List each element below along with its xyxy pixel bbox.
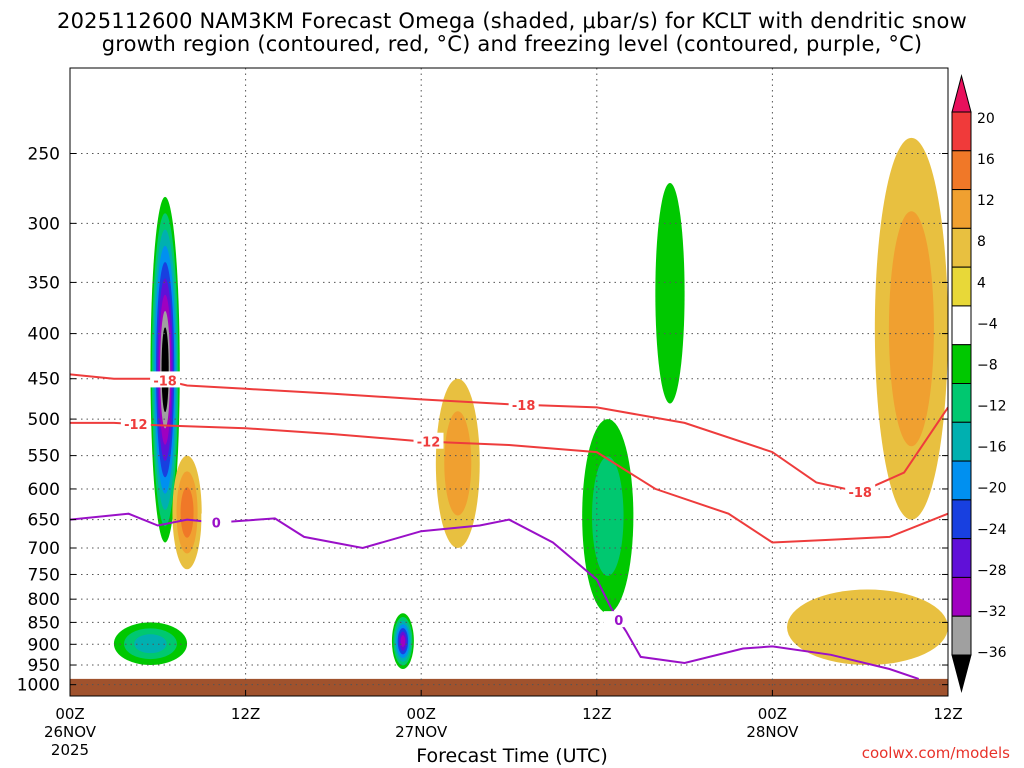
y-tick-label: 400 xyxy=(28,325,60,345)
x-tick-label: 27NOV xyxy=(395,723,448,741)
colorbar-label: −8 xyxy=(977,357,998,373)
y-tick-label: 650 xyxy=(28,511,60,531)
omega-shade xyxy=(400,635,406,648)
omega-shade xyxy=(655,182,685,404)
contour-label-bg xyxy=(413,432,444,449)
x-tick-label: 00Z xyxy=(758,705,787,723)
site-credit: coolwx.com/models xyxy=(861,744,1010,762)
colorbar-label: −24 xyxy=(977,522,1007,538)
colorbar-box xyxy=(951,344,972,385)
y-tick-label: 500 xyxy=(28,410,60,430)
y-tick-label: 300 xyxy=(28,214,60,234)
y-tick-label: 700 xyxy=(28,539,60,559)
contour-line-minus12 xyxy=(70,421,948,544)
colorbar-label: −36 xyxy=(977,645,1007,661)
contour-label: -18 xyxy=(512,399,536,414)
omega-shade xyxy=(787,589,948,666)
colorbar-box xyxy=(951,538,972,578)
x-tick-label: 12Z xyxy=(582,705,611,723)
omega-shade xyxy=(592,456,624,576)
contour-label: -18 xyxy=(848,486,872,501)
contour-label: -12 xyxy=(417,436,441,451)
omega-shade xyxy=(180,487,194,538)
contour-label-bg xyxy=(120,415,151,432)
colorbar-label: 12 xyxy=(977,193,995,209)
colorbar-box xyxy=(951,189,972,229)
contour-label-bg xyxy=(603,611,634,628)
plot-frame xyxy=(69,67,949,697)
surface-band xyxy=(70,678,948,696)
colorbar-label: −4 xyxy=(977,316,998,332)
colorbar-label: −20 xyxy=(977,481,1007,497)
colorbar-box xyxy=(951,460,972,501)
x-axis-label: Forecast Time (UTC) xyxy=(416,745,608,767)
omega-shade xyxy=(888,211,934,447)
colorbar: 20 16 12 8 4 −4 −8 −12 −16 −20 −24 −28 −32 −36 xyxy=(951,74,1007,693)
colorbar-box xyxy=(951,305,972,346)
colorbar-label: 20 xyxy=(977,111,995,127)
y-tick-label: 850 xyxy=(28,613,60,633)
colorbar-box xyxy=(951,227,972,268)
chart-title-line-2: growth region (contoured, red, °C) and f… xyxy=(101,32,923,56)
y-tick-label: 1000 xyxy=(17,676,60,696)
colorbar-label: −12 xyxy=(977,399,1007,415)
chart-title-line-1: 2025112600 NAM3KM Forecast Omega (shaded… xyxy=(57,9,967,33)
x-tick-label: 26NOV xyxy=(44,723,97,741)
contour-label-bg xyxy=(508,395,539,412)
y-tick-label: 350 xyxy=(28,273,60,293)
y-tick-label: 250 xyxy=(28,144,60,164)
colorbar-label: −32 xyxy=(977,604,1007,620)
colorbar-box xyxy=(951,111,972,152)
contour-label: 0 xyxy=(614,614,623,629)
x-tick-label: 2025 xyxy=(51,741,89,759)
x-tick-label: 00Z xyxy=(55,705,84,723)
y-tick-label: 550 xyxy=(28,447,60,467)
contour-label: -18 xyxy=(153,374,177,389)
plot-area xyxy=(70,68,948,696)
x-tick-label: 00Z xyxy=(407,705,436,723)
x-tick-label: 28NOV xyxy=(746,723,799,741)
grid-lines xyxy=(69,68,949,696)
temperature-contours: -18 -18 -18 -12 -12 0 0 xyxy=(70,371,948,680)
contour-label: -12 xyxy=(124,418,148,433)
omega-shade xyxy=(444,411,472,516)
colorbar-label: 4 xyxy=(977,275,986,291)
colorbar-box xyxy=(951,266,972,307)
x-tick-label: 12Z xyxy=(231,705,260,723)
colorbar-label: 8 xyxy=(977,234,986,250)
y-tick-label: 900 xyxy=(28,635,60,655)
contour-label-bg xyxy=(150,371,181,388)
y-tick-label: 950 xyxy=(28,656,60,676)
colorbar-box xyxy=(951,499,972,540)
colorbar-box xyxy=(951,615,972,656)
contour-label-bg xyxy=(845,483,876,500)
colorbar-box xyxy=(951,383,972,423)
contour-label-bg xyxy=(201,513,232,530)
colorbar-box xyxy=(951,150,972,191)
colorbar-label: −16 xyxy=(977,440,1007,456)
colorbar-bottom-arrow xyxy=(951,654,972,693)
colorbar-box xyxy=(951,576,972,617)
colorbar-label: 16 xyxy=(977,152,995,168)
y-tick-label: 450 xyxy=(28,370,60,390)
colorbar-label: −28 xyxy=(977,563,1007,579)
y-axis-ticks: 2503003504004505005506006507007508008509… xyxy=(17,144,948,696)
y-tick-label: 750 xyxy=(28,565,60,585)
y-tick-label: 800 xyxy=(28,590,60,610)
omega-shade xyxy=(134,634,167,654)
x-tick-label: 12Z xyxy=(933,705,962,723)
contour-label: 0 xyxy=(212,517,221,532)
surface-terrain-band xyxy=(70,678,948,696)
colorbar-box xyxy=(951,421,972,462)
y-tick-label: 600 xyxy=(28,480,60,500)
colorbar-top-arrow xyxy=(951,74,972,113)
